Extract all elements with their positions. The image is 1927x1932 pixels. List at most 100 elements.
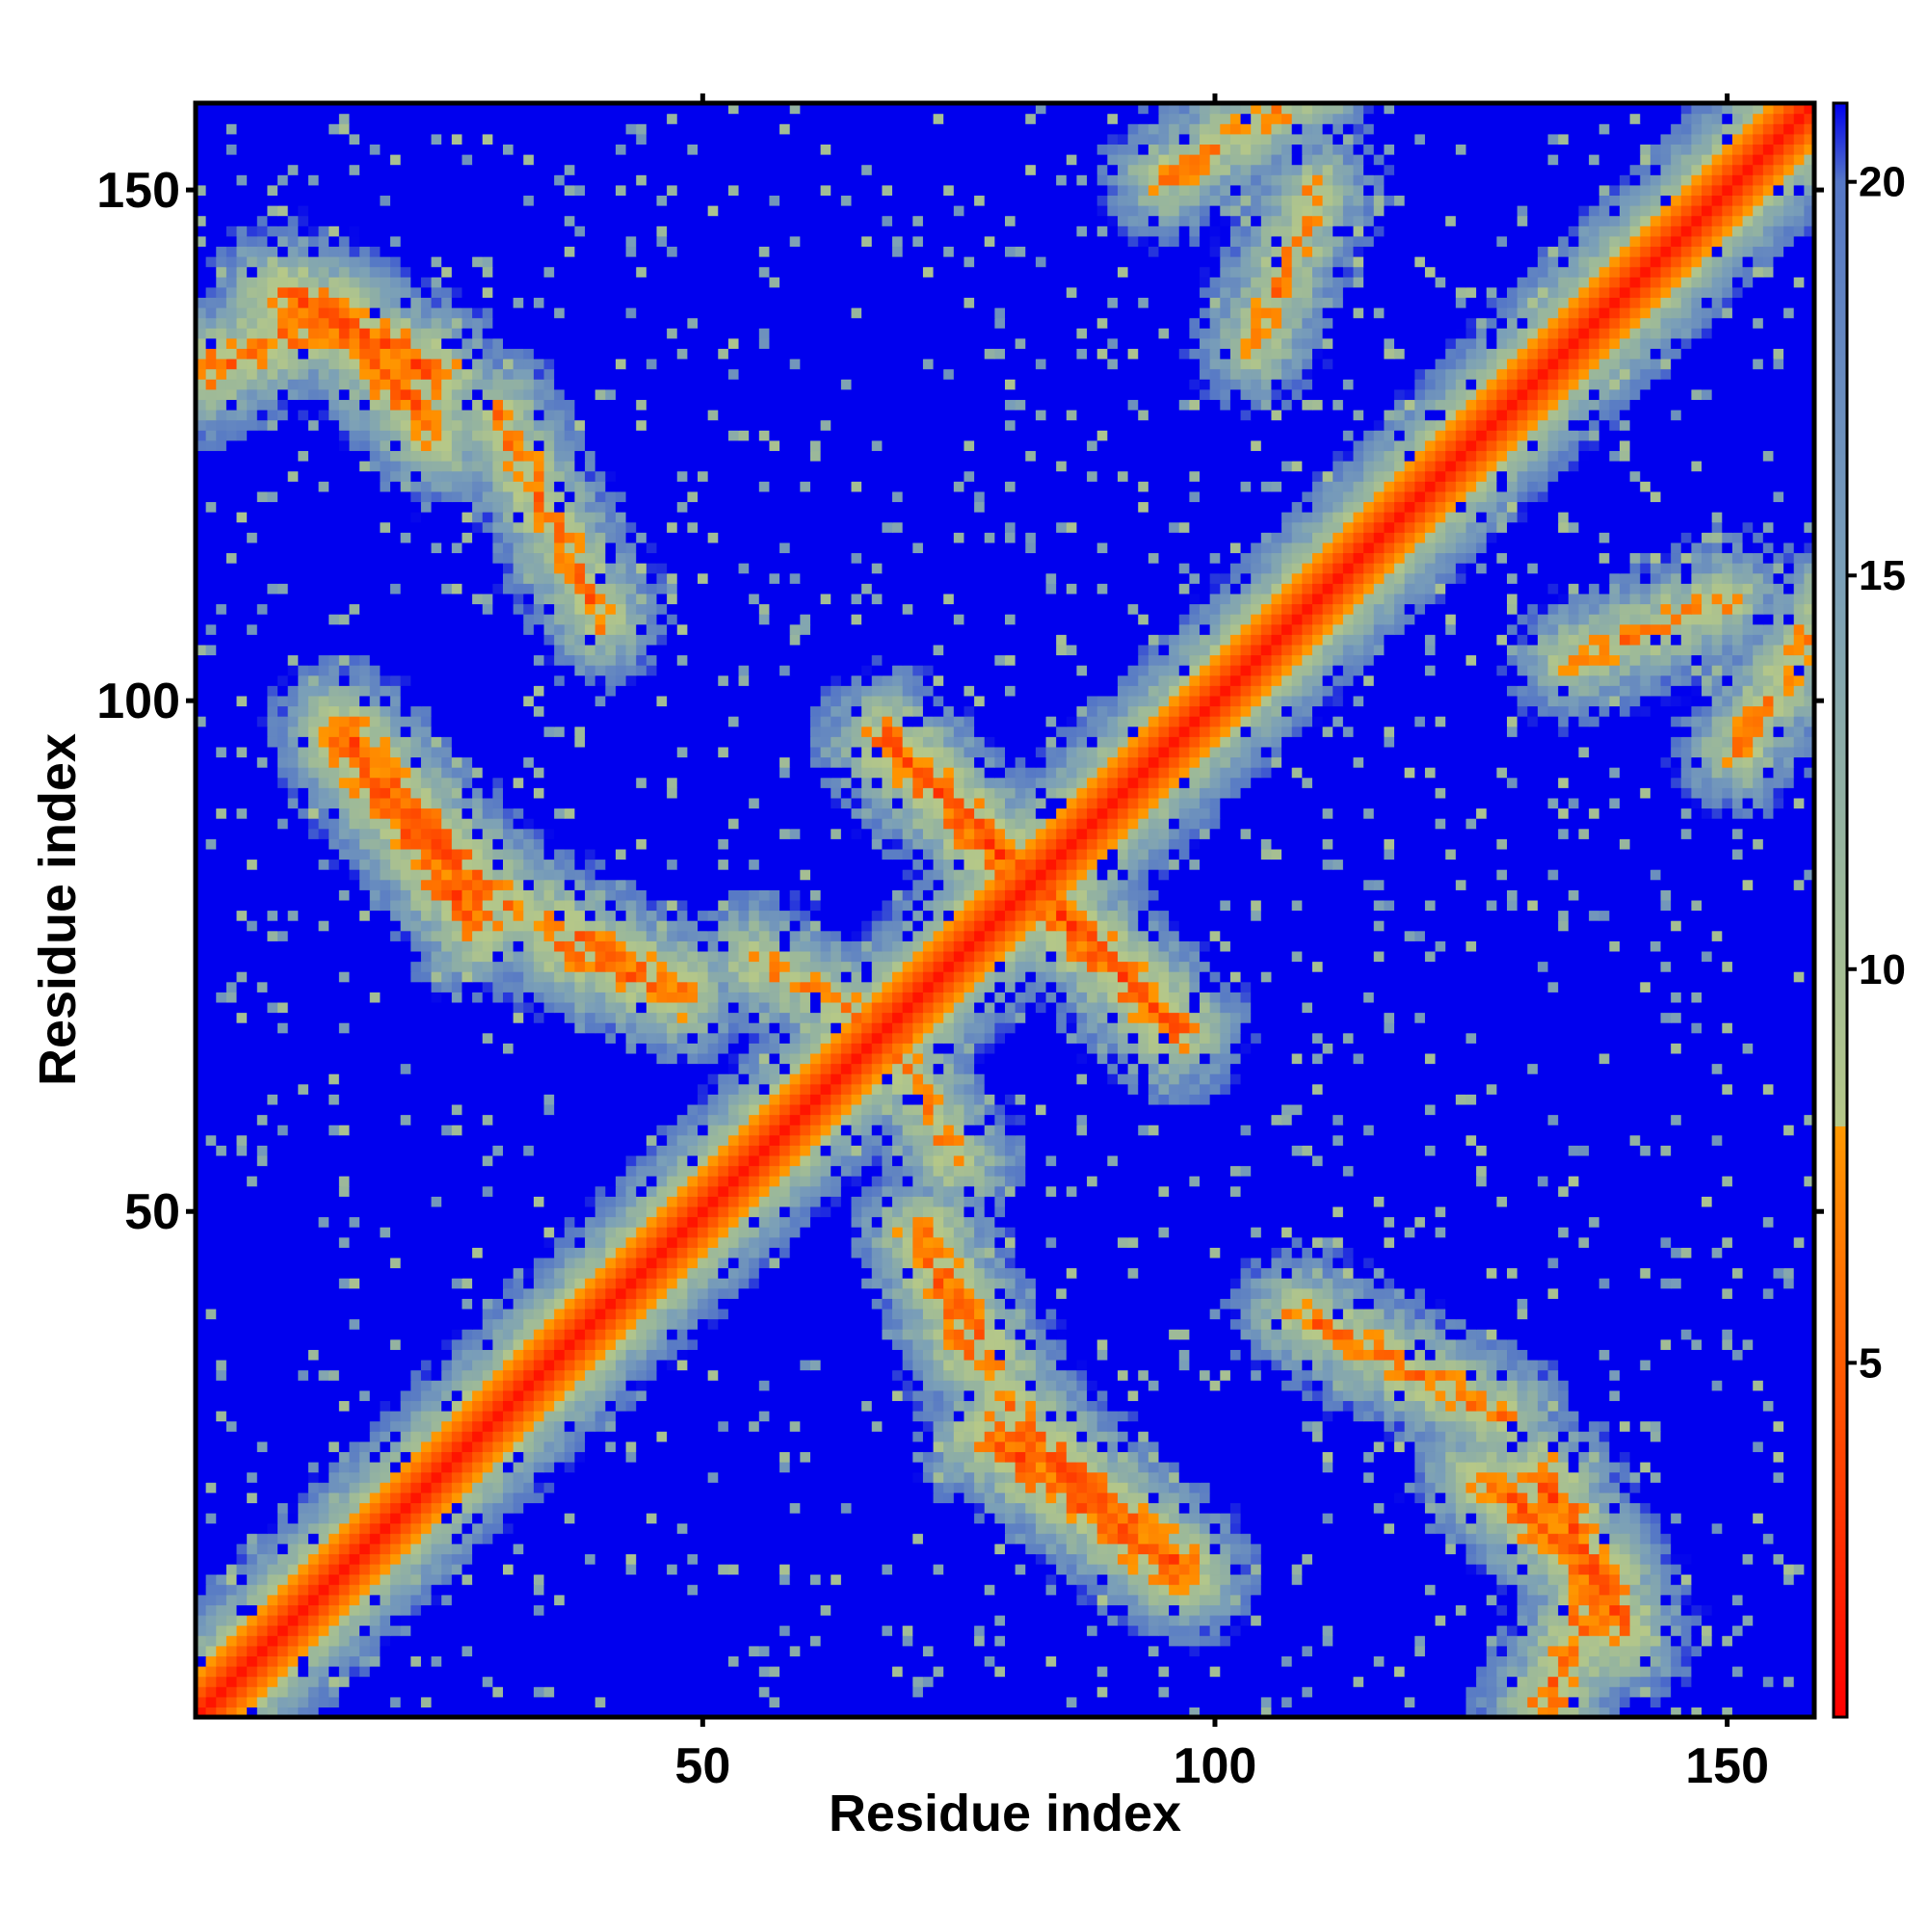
heatmap-cell	[605, 1574, 617, 1585]
heatmap-cell	[1598, 1502, 1610, 1514]
heatmap-cell	[1527, 1482, 1539, 1494]
heatmap-cell	[441, 1584, 453, 1596]
heatmap-cell	[1507, 1625, 1518, 1636]
heatmap-cell	[298, 1389, 309, 1401]
heatmap-cell	[707, 1604, 719, 1616]
heatmap-cell	[390, 1543, 402, 1554]
heatmap-cell	[369, 1410, 381, 1422]
heatmap-cell	[861, 1451, 873, 1463]
heatmap-cell	[1087, 1665, 1098, 1678]
heatmap-cell	[933, 1389, 944, 1401]
heatmap-cell	[1045, 1604, 1057, 1616]
heatmap-cell	[329, 1707, 340, 1718]
heatmap-cell	[1384, 1451, 1395, 1463]
heatmap-cell	[1005, 1655, 1016, 1667]
heatmap-cell	[390, 1471, 402, 1483]
heatmap-cell	[1671, 1696, 1682, 1707]
heatmap-cell	[482, 1543, 493, 1554]
heatmap-cell	[1414, 1533, 1426, 1545]
heatmap-cell	[533, 1604, 545, 1616]
heatmap-cell	[1251, 1431, 1262, 1442]
heatmap-cell	[1066, 1522, 1078, 1534]
heatmap-cell	[543, 1389, 555, 1401]
heatmap-cell	[1087, 1451, 1098, 1463]
heatmap-cell	[1783, 1645, 1795, 1656]
heatmap-cell	[1629, 1441, 1641, 1452]
heatmap-cell	[1619, 1563, 1631, 1575]
heatmap-cell	[809, 1492, 822, 1503]
heatmap-cell	[1342, 1522, 1355, 1534]
heatmap-cell	[1394, 1635, 1406, 1647]
heatmap-cell	[933, 1492, 944, 1503]
heatmap-cell	[564, 1676, 576, 1687]
heatmap-cell	[964, 1635, 975, 1647]
heatmap-cell	[1220, 1502, 1231, 1514]
heatmap-cell	[451, 1461, 463, 1473]
heatmap-cell	[247, 1645, 258, 1656]
heatmap-cell	[462, 1655, 473, 1667]
heatmap-cell	[1619, 1676, 1631, 1687]
heatmap-cell	[964, 1533, 975, 1545]
heatmap-cell	[1671, 1431, 1682, 1442]
heatmap-cell	[1691, 1614, 1703, 1627]
heatmap-cell	[420, 1431, 433, 1442]
heatmap-cell	[1260, 1533, 1273, 1545]
heatmap-cell	[605, 1441, 617, 1452]
heatmap-cell	[1445, 1696, 1457, 1707]
heatmap-cell	[267, 1584, 278, 1596]
heatmap-cell	[698, 1451, 709, 1463]
heatmap-cell	[410, 1441, 422, 1452]
heatmap-cell	[594, 1594, 606, 1605]
heatmap-cell	[758, 1389, 771, 1401]
heatmap-cell	[994, 1410, 1006, 1422]
heatmap-cell	[462, 1604, 473, 1616]
heatmap-cell	[349, 1645, 360, 1656]
heatmap-cell	[1629, 1512, 1641, 1524]
heatmap-cell	[851, 1614, 862, 1627]
heatmap-cell	[758, 1400, 771, 1412]
heatmap-cell	[451, 1431, 463, 1442]
heatmap-cell	[1486, 1553, 1497, 1565]
heatmap-cell	[974, 1400, 986, 1412]
heatmap-cell	[1445, 1665, 1457, 1678]
heatmap-cell	[462, 1584, 473, 1596]
heatmap-cell	[1414, 1645, 1426, 1656]
heatmap-cell	[707, 1594, 719, 1605]
heatmap-cell	[256, 1533, 269, 1545]
heatmap-cell	[359, 1543, 371, 1554]
heatmap-cell	[687, 1492, 699, 1503]
heatmap-cell	[441, 1420, 453, 1432]
heatmap-cell	[1568, 1584, 1580, 1596]
heatmap-cell	[922, 1389, 935, 1401]
heatmap-cell	[656, 1686, 668, 1698]
heatmap-cell	[902, 1665, 913, 1678]
heatmap-cell	[1384, 1707, 1395, 1718]
heatmap-cell	[738, 1614, 750, 1627]
heatmap-cell	[1558, 1420, 1570, 1432]
heatmap-cell	[1076, 1441, 1088, 1452]
heatmap-cell	[1455, 1594, 1467, 1605]
heatmap-cell	[216, 1502, 227, 1514]
heatmap-cell	[1127, 1543, 1139, 1554]
heatmap-cell	[256, 1563, 269, 1575]
heatmap-cell	[943, 1451, 955, 1463]
heatmap-cell	[359, 1522, 371, 1534]
heatmap-cell	[267, 1533, 278, 1545]
heatmap-cell	[1035, 1645, 1047, 1656]
heatmap-cell	[1783, 1533, 1795, 1545]
heatmap-cell	[667, 1441, 678, 1452]
heatmap-cell	[1445, 1512, 1457, 1524]
heatmap-cell	[1660, 1543, 1672, 1554]
heatmap-cell	[667, 1502, 678, 1514]
heatmap-cell	[574, 1451, 586, 1463]
heatmap-cell	[789, 1625, 801, 1636]
heatmap-cell	[1148, 1604, 1160, 1616]
heatmap-cell	[277, 1696, 289, 1707]
heatmap-cell	[216, 1574, 227, 1585]
heatmap-cell	[1302, 1431, 1313, 1442]
heatmap-cell	[594, 1686, 606, 1698]
heatmap-cell	[1087, 1431, 1098, 1442]
heatmap-cell	[1445, 1410, 1457, 1422]
heatmap-cell	[1087, 1471, 1098, 1483]
heatmap-cell	[1486, 1482, 1497, 1494]
